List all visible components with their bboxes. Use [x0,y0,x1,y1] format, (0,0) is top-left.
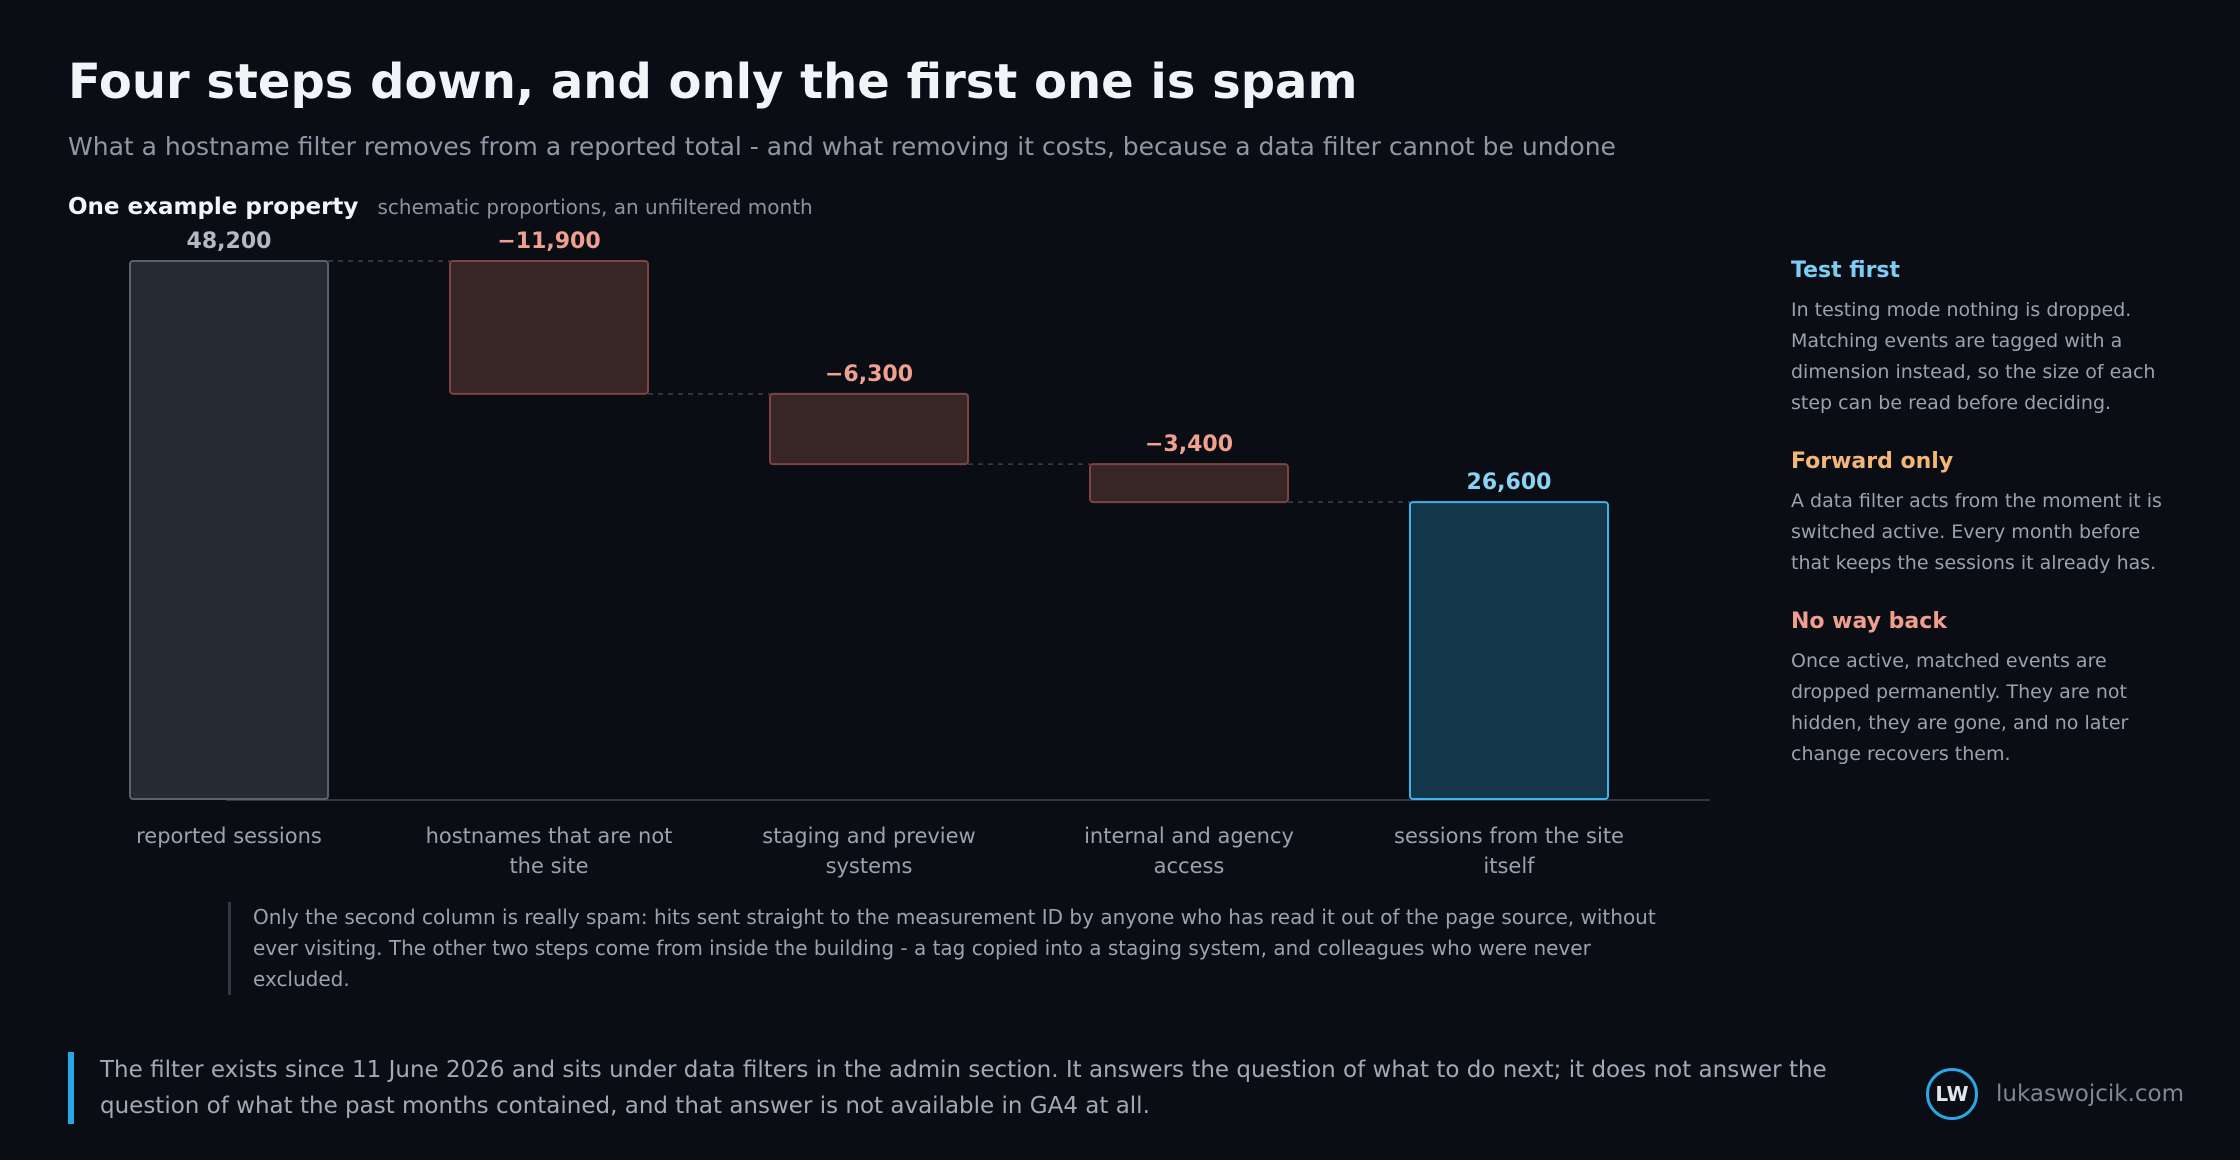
sidebar-block-test-first: Test first In testing mode nothing is dr… [1791,258,2181,419]
sidebar-title: No way back [1791,609,1947,634]
chart-section-header: One example property schematic proportio… [68,194,813,220]
data-label: 26,600 [1467,470,1552,495]
data-label: −11,900 [497,229,600,254]
brand-logo: LW [1926,1068,1978,1120]
category-label: staging and preview systems [762,824,976,878]
page-subtitle: What a hostname filter removes from a re… [68,132,1616,161]
page-title: Four steps down, and only the first one … [68,54,1358,110]
data-label: −6,300 [825,362,913,387]
sidebar-text: Once active, matched events are dropped … [1791,650,2129,765]
bar-1 [129,260,329,800]
brand[interactable]: LW lukaswojcik.com [1926,1068,2184,1120]
bar-2 [449,260,649,395]
bar-5 [1409,501,1609,800]
footer-text: The filter exists since 11 June 2026 and… [100,1057,1827,1119]
footer-accent-bar [68,1052,74,1124]
data-label: 48,200 [187,229,272,254]
sidebar-title: Forward only [1791,449,1954,474]
sidebar: Test first In testing mode nothing is dr… [1791,258,2181,800]
sidebar-text: In testing mode nothing is dropped. Matc… [1791,299,2156,414]
category-label: internal and agency access [1084,824,1294,878]
sidebar-title: Test first [1791,258,1901,283]
category-label: reported sessions [136,824,322,848]
chart-section-note: schematic proportions, an unfiltered mon… [377,195,813,219]
sidebar-block-forward-only: Forward only A data filter acts from the… [1791,449,2181,579]
sidebar-block-no-way-back: No way back Once active, matched events … [1791,609,2181,770]
bar-4 [1089,463,1289,504]
bar-3 [769,392,969,466]
sidebar-text: A data filter acts from the moment it is… [1791,490,2162,574]
data-label: −3,400 [1145,432,1233,457]
chart-section-label: One example property [68,194,359,220]
category-label: hostnames that are not the site [425,824,673,878]
chart-annotation: Only the second column is really spam: h… [228,902,1693,995]
category-label: sessions from the site itself [1394,824,1624,878]
brand-link[interactable]: lukaswojcik.com [1996,1081,2185,1107]
